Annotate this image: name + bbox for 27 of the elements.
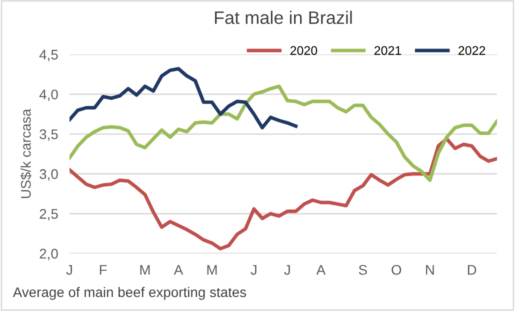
x-tick-label: F [100, 265, 107, 275]
chart-title: Fat male in Brazil [215, 10, 352, 24]
x-tick-label: S [358, 264, 367, 275]
y-tick-label: 2,0 [40, 248, 58, 260]
x-tick-label: M [207, 265, 217, 275]
y-axis-title: US$/k carcasa [20, 108, 32, 198]
x-tick-label: D [468, 265, 476, 275]
y-tick-label: 4,0 [39, 90, 58, 102]
x-tick-label: A [174, 265, 184, 275]
line-series [70, 67, 298, 130]
x-tick-label: J [66, 265, 72, 275]
x-tick-label: A [316, 265, 326, 275]
y-tick-label: 4,5 [39, 50, 58, 62]
line-series [70, 84, 497, 182]
x-tick-label: J [250, 265, 256, 275]
y-tick-label: 2,5 [40, 208, 58, 220]
x-tick-label: M [140, 265, 150, 275]
y-tick-label: 3,5 [40, 129, 58, 141]
legend-label: 2022 [458, 46, 486, 55]
y-tick-label: 3,0 [40, 169, 58, 181]
legend-label: 2021 [374, 46, 402, 55]
legend-label: 2020 [290, 46, 318, 55]
x-tick-label: N [426, 265, 434, 275]
text: Average of main beef exporting states [12, 286, 246, 300]
line-series [70, 137, 497, 250]
x-tick-label: J [284, 265, 290, 275]
x-tick-label: O [392, 264, 402, 275]
